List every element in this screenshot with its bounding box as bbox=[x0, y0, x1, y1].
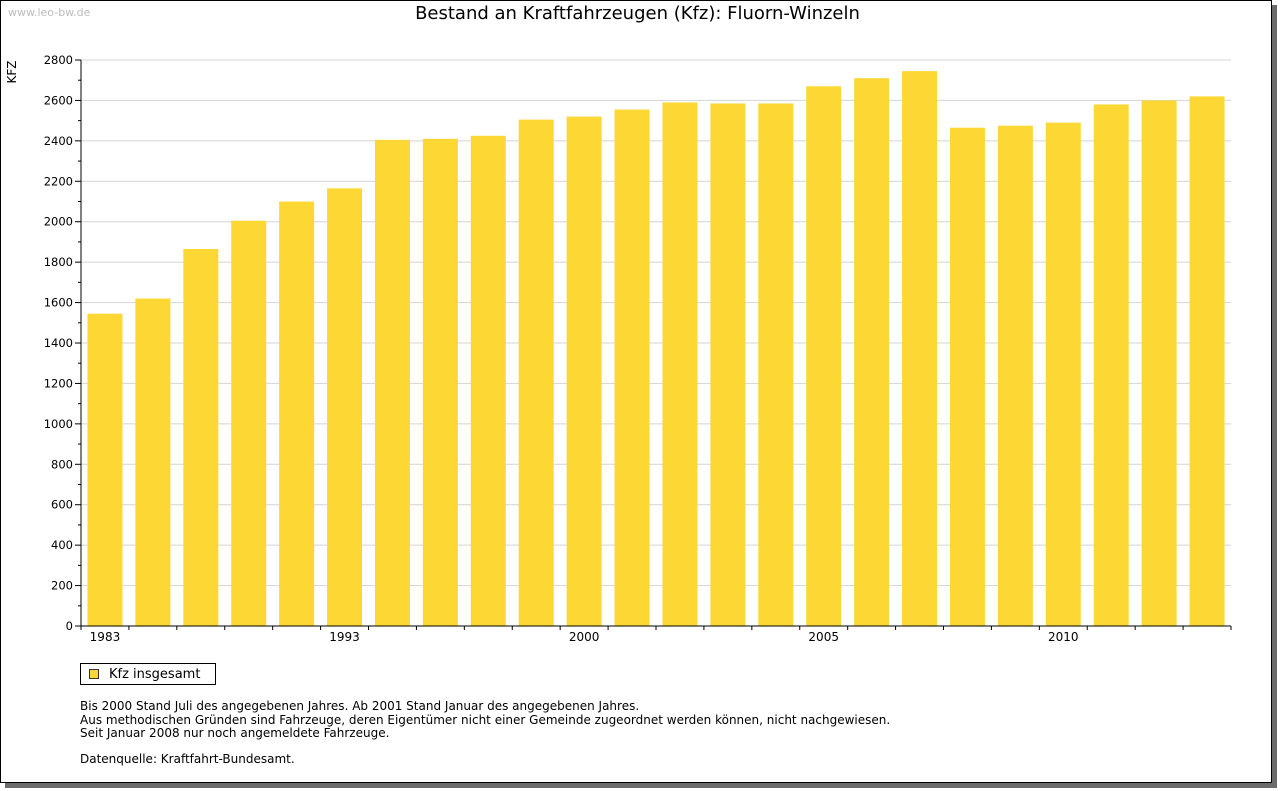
y-tick-label: 600 bbox=[51, 498, 73, 512]
bar bbox=[902, 71, 938, 626]
y-tick-label: 200 bbox=[51, 579, 73, 593]
note-line: Seit Januar 2008 nur noch angemeldete Fa… bbox=[80, 726, 390, 740]
y-tick-label: 1600 bbox=[44, 296, 73, 310]
note-line: Bis 2000 Stand Juli des angegebenen Jahr… bbox=[80, 699, 640, 713]
x-tick-label: 2010 bbox=[1048, 630, 1079, 644]
y-axis-label: KFZ bbox=[5, 61, 19, 84]
bar bbox=[662, 102, 698, 626]
x-tick-label: 1993 bbox=[329, 630, 360, 644]
bar bbox=[1141, 100, 1177, 626]
bar bbox=[710, 103, 746, 627]
x-tick-label: 2005 bbox=[808, 630, 839, 644]
y-tick-label: 2200 bbox=[44, 174, 73, 188]
bars bbox=[87, 71, 1225, 627]
source-note: Datenquelle: Kraftfahrt-Bundesamt. bbox=[80, 751, 295, 766]
legend: Kfz insgesamt bbox=[80, 663, 216, 685]
bar bbox=[949, 127, 985, 626]
bar bbox=[183, 249, 219, 626]
bar bbox=[614, 109, 650, 626]
legend-swatch bbox=[89, 669, 99, 679]
axes bbox=[75, 59, 1232, 630]
y-tick-label: 1000 bbox=[44, 417, 73, 431]
bar bbox=[231, 220, 267, 627]
bar bbox=[470, 135, 506, 626]
x-tick-label: 1983 bbox=[90, 630, 121, 644]
y-tick-label: 400 bbox=[51, 538, 73, 552]
y-tick-label: 2000 bbox=[44, 215, 73, 229]
x-tick-label: 2000 bbox=[569, 630, 600, 644]
legend-label: Kfz insgesamt bbox=[109, 666, 201, 682]
bar bbox=[1189, 96, 1225, 626]
y-tick-label: 1200 bbox=[44, 376, 73, 390]
bar bbox=[422, 138, 458, 627]
bar bbox=[1045, 122, 1081, 627]
bar bbox=[87, 313, 123, 626]
bar bbox=[758, 103, 794, 627]
y-tick-label: 2400 bbox=[44, 134, 73, 148]
y-tick-label: 1800 bbox=[44, 255, 73, 269]
watermark: www.leo-bw.de bbox=[8, 6, 91, 19]
bar bbox=[997, 125, 1033, 627]
bar bbox=[374, 139, 410, 626]
bar bbox=[566, 116, 602, 626]
bar bbox=[279, 201, 315, 626]
y-tick-label: 1400 bbox=[44, 336, 73, 350]
bar bbox=[854, 78, 890, 626]
bar bbox=[518, 119, 554, 626]
footnotes: Bis 2000 Stand Juli des angegebenen Jahr… bbox=[80, 699, 891, 766]
y-tick-label: 0 bbox=[66, 619, 73, 633]
bar bbox=[327, 188, 363, 626]
chart-title: Bestand an Kraftfahrzeugen (Kfz): Fluorn… bbox=[415, 3, 860, 24]
gridlines bbox=[81, 59, 1231, 587]
bar bbox=[1093, 104, 1129, 626]
y-tick-label: 2800 bbox=[44, 53, 73, 67]
bar bbox=[135, 298, 171, 626]
bar bbox=[806, 86, 842, 627]
y-tick-label: 2600 bbox=[44, 93, 73, 107]
note-line: Aus methodischen Gründen sind Fahrzeuge,… bbox=[80, 712, 891, 727]
y-tick-label: 800 bbox=[51, 457, 73, 471]
y-tick-labels: 0 200 400 600 800 1000 1200 1400 1600 1800 2000 220… bbox=[44, 53, 73, 633]
x-tick-labels: 1983 1993 2000 2005 2010 bbox=[90, 630, 1079, 644]
